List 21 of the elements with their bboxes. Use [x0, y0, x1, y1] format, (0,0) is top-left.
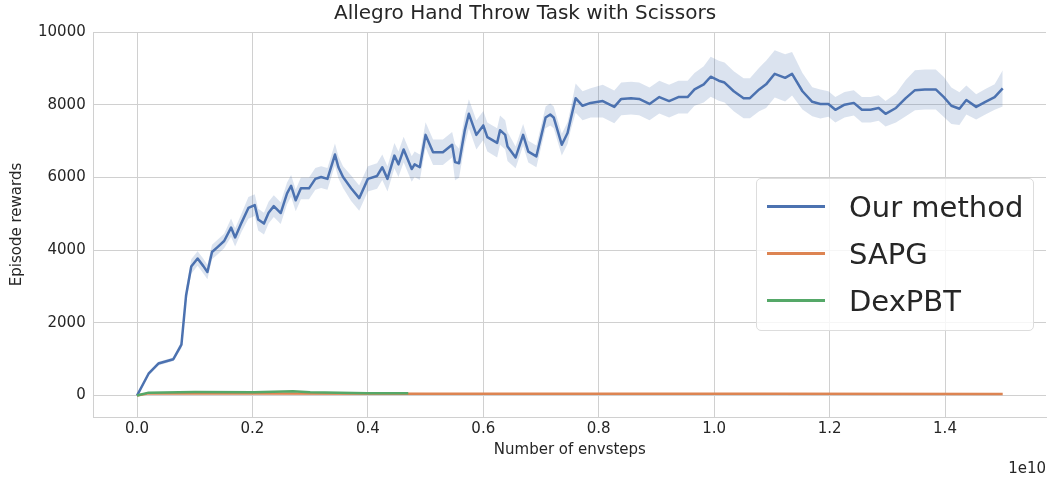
legend-label: SAPG — [849, 236, 928, 271]
text: Our method — [849, 189, 1024, 224]
y-tick-label: 4000 — [47, 240, 86, 259]
legend-label: DexPBT — [849, 283, 961, 318]
x-tick-label: 0.8 — [586, 418, 611, 437]
x-tick-label: 0.0 — [125, 418, 149, 437]
y-tick-label: 8000 — [47, 94, 86, 113]
x-tick-label: 0.6 — [471, 418, 496, 437]
y-tick-label: 2000 — [47, 312, 86, 331]
x-tick-label: 1.4 — [933, 418, 957, 437]
y-tick-label: 0 — [76, 385, 86, 404]
x-tick-label: 1.0 — [702, 418, 727, 437]
y-tick-label: 10000 — [38, 21, 86, 40]
x-axis-title: Number of envsteps — [493, 439, 647, 458]
y-axis-title: Episode rewards — [6, 162, 25, 287]
x-tick-label: 0.4 — [355, 418, 380, 437]
x-tick-label: 1.2 — [817, 418, 842, 437]
y-tick-label: 6000 — [47, 167, 86, 186]
chart-title: Allegro Hand Throw Task with Scissors — [333, 0, 717, 25]
text: 1e10 — [1008, 459, 1046, 478]
x-tick-label: 0.2 — [240, 418, 265, 437]
